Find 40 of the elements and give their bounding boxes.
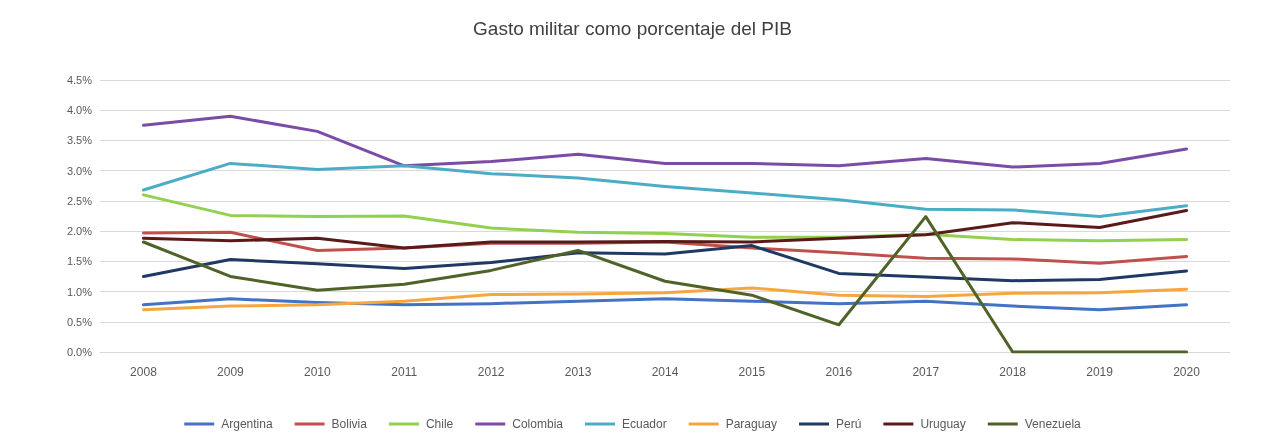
y-tick-label: 3.5%	[66, 134, 93, 147]
legend-label: Argentina	[221, 417, 273, 431]
legend-label: Venezuela	[1024, 417, 1082, 431]
y-tick-label: 2.0%	[66, 225, 93, 238]
x-tick-label: 2020	[1173, 365, 1201, 379]
y-tick-label: 0.5%	[66, 315, 93, 328]
x-tick-label: 2018	[999, 365, 1027, 379]
y-tick-label: 1.5%	[66, 255, 93, 268]
y-tick-label: 0.0%	[66, 346, 93, 358]
line-series	[141, 161, 1189, 219]
y-tick-label: 2.5%	[66, 194, 93, 207]
x-tick-label: 2019	[1086, 365, 1114, 379]
legend-label: Perú	[836, 417, 862, 431]
x-tick-label: 2009	[217, 365, 245, 379]
x-tick-label: 2010	[303, 365, 331, 379]
x-tick-label: 2011	[391, 365, 418, 379]
x-tick-label: 2013	[564, 365, 592, 379]
line-series	[141, 286, 1189, 312]
y-tick-label: 4.0%	[66, 104, 93, 117]
line-series	[141, 244, 1189, 283]
x-tick-label: 2014	[651, 365, 679, 379]
y-tick-label: 4.5%	[66, 74, 93, 86]
legend-label: Uruguay	[920, 417, 966, 431]
legend-label: Ecuador	[621, 417, 667, 431]
line-series	[141, 209, 1189, 250]
x-tick-label: 2015	[738, 365, 766, 379]
x-tick-label: 2008	[130, 365, 158, 379]
line-series	[141, 114, 1189, 169]
x-tick-label: 2012	[477, 365, 505, 379]
line-series	[141, 215, 1189, 354]
legend-label: Colombia	[512, 417, 564, 431]
y-tick-label: 3.0%	[66, 164, 93, 177]
legend-label: Paraguay	[725, 417, 778, 431]
legend-label: Bolivia	[331, 417, 368, 431]
x-tick-label: 2017	[912, 365, 940, 379]
line-series	[141, 297, 1189, 312]
y-tick-label: 1.0%	[66, 285, 93, 298]
x-tick-label: 2016	[825, 365, 853, 379]
legend-label: Chile	[425, 417, 454, 431]
chart-title: Gasto militar como porcentaje del PIB	[473, 18, 792, 39]
